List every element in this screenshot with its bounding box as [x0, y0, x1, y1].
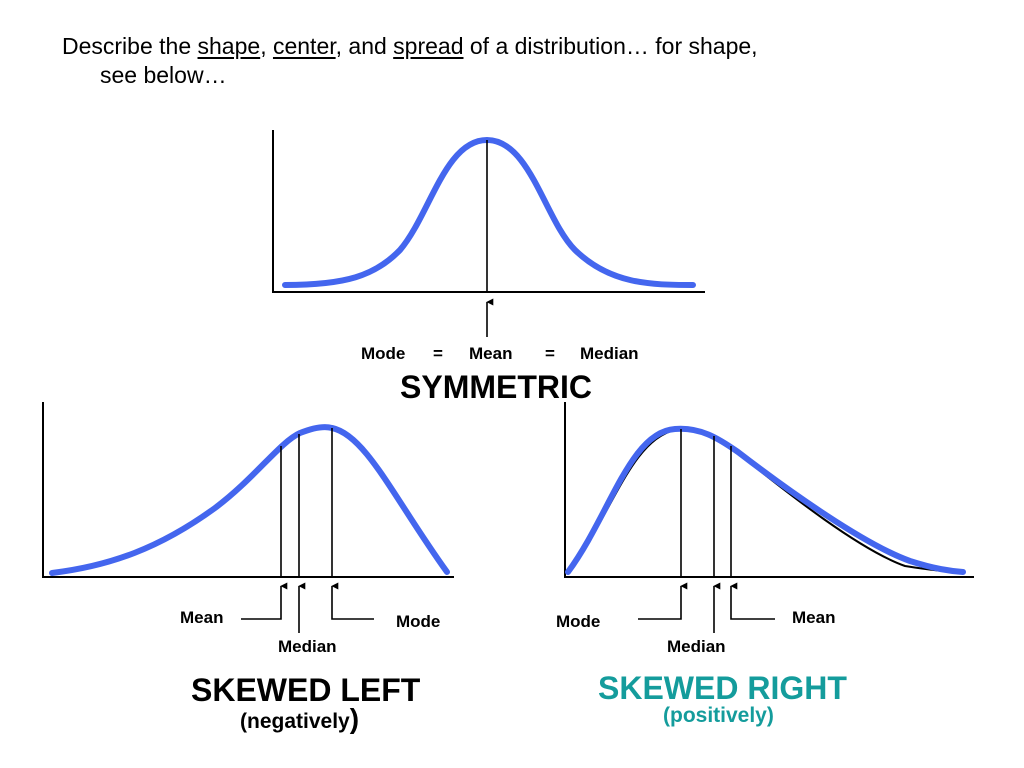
skewed-right-median-label: Median [667, 637, 726, 656]
skewed-right-mean-arrow [730, 582, 775, 620]
heading-spread: spread [393, 33, 464, 59]
heading-sep-1: , [260, 33, 273, 59]
skewed-right-axes [564, 402, 974, 578]
heading-line-2: see below… [100, 62, 227, 88]
skewed-left-underlying-curve [51, 426, 448, 574]
heading-center: center [272, 33, 336, 59]
symmetric-panel: Mode = Mean = Median SYMMETRIC [272, 130, 705, 405]
skewed-right-panel: Mode Median Mean SKEWED RIGHT (positivel… [556, 402, 974, 727]
heading-shape: shape [197, 33, 261, 59]
skewed-left-mode-arrow [331, 582, 374, 620]
symmetric-equals-1: = [433, 344, 443, 363]
heading-text-2: of a distribution… for shape, [463, 33, 758, 59]
skewed-right-mean-label: Mean [792, 608, 835, 627]
skewed-left-mean-arrow [241, 582, 288, 620]
skewed-right-title: SKEWED RIGHT [598, 670, 847, 706]
symmetric-mode-label: Mode [361, 344, 405, 363]
skewed-left-axes [42, 402, 454, 578]
skewed-left-panel: Mean Median Mode SKEWED LEFT (negatively… [42, 402, 454, 734]
skewed-left-title: SKEWED LEFT [191, 672, 421, 708]
heading-sep-2: , and [335, 33, 394, 59]
symmetric-median-label: Median [580, 344, 639, 363]
symmetric-curve [282, 137, 696, 288]
skewed-left-median-label: Median [278, 637, 337, 656]
skewed-left-curve [49, 424, 450, 576]
skewed-left-mean-label: Mean [180, 608, 223, 627]
skewed-right-mode-label: Mode [556, 612, 600, 631]
skewed-right-underlying-curve [567, 428, 964, 573]
symmetric-mean-label: Mean [469, 344, 512, 363]
skewed-left-mode-label: Mode [396, 612, 440, 631]
symmetric-equals-2: = [545, 344, 555, 363]
heading-text-1: Describe the [62, 33, 198, 59]
skewed-left-subtitle-paren: ) [350, 703, 359, 734]
symmetric-axes [272, 130, 705, 293]
skewed-right-curve [565, 425, 966, 575]
symmetric-title: SYMMETRIC [400, 369, 592, 405]
skewed-left-subtitle-text: (negatively [240, 710, 350, 733]
skewed-right-subtitle: (positively) [663, 704, 774, 727]
slide-heading: Describe the shape, center, and spread o… [62, 32, 982, 90]
skewed-right-mode-arrow [638, 582, 688, 620]
skewed-left-subtitle: (negatively) [240, 703, 359, 734]
